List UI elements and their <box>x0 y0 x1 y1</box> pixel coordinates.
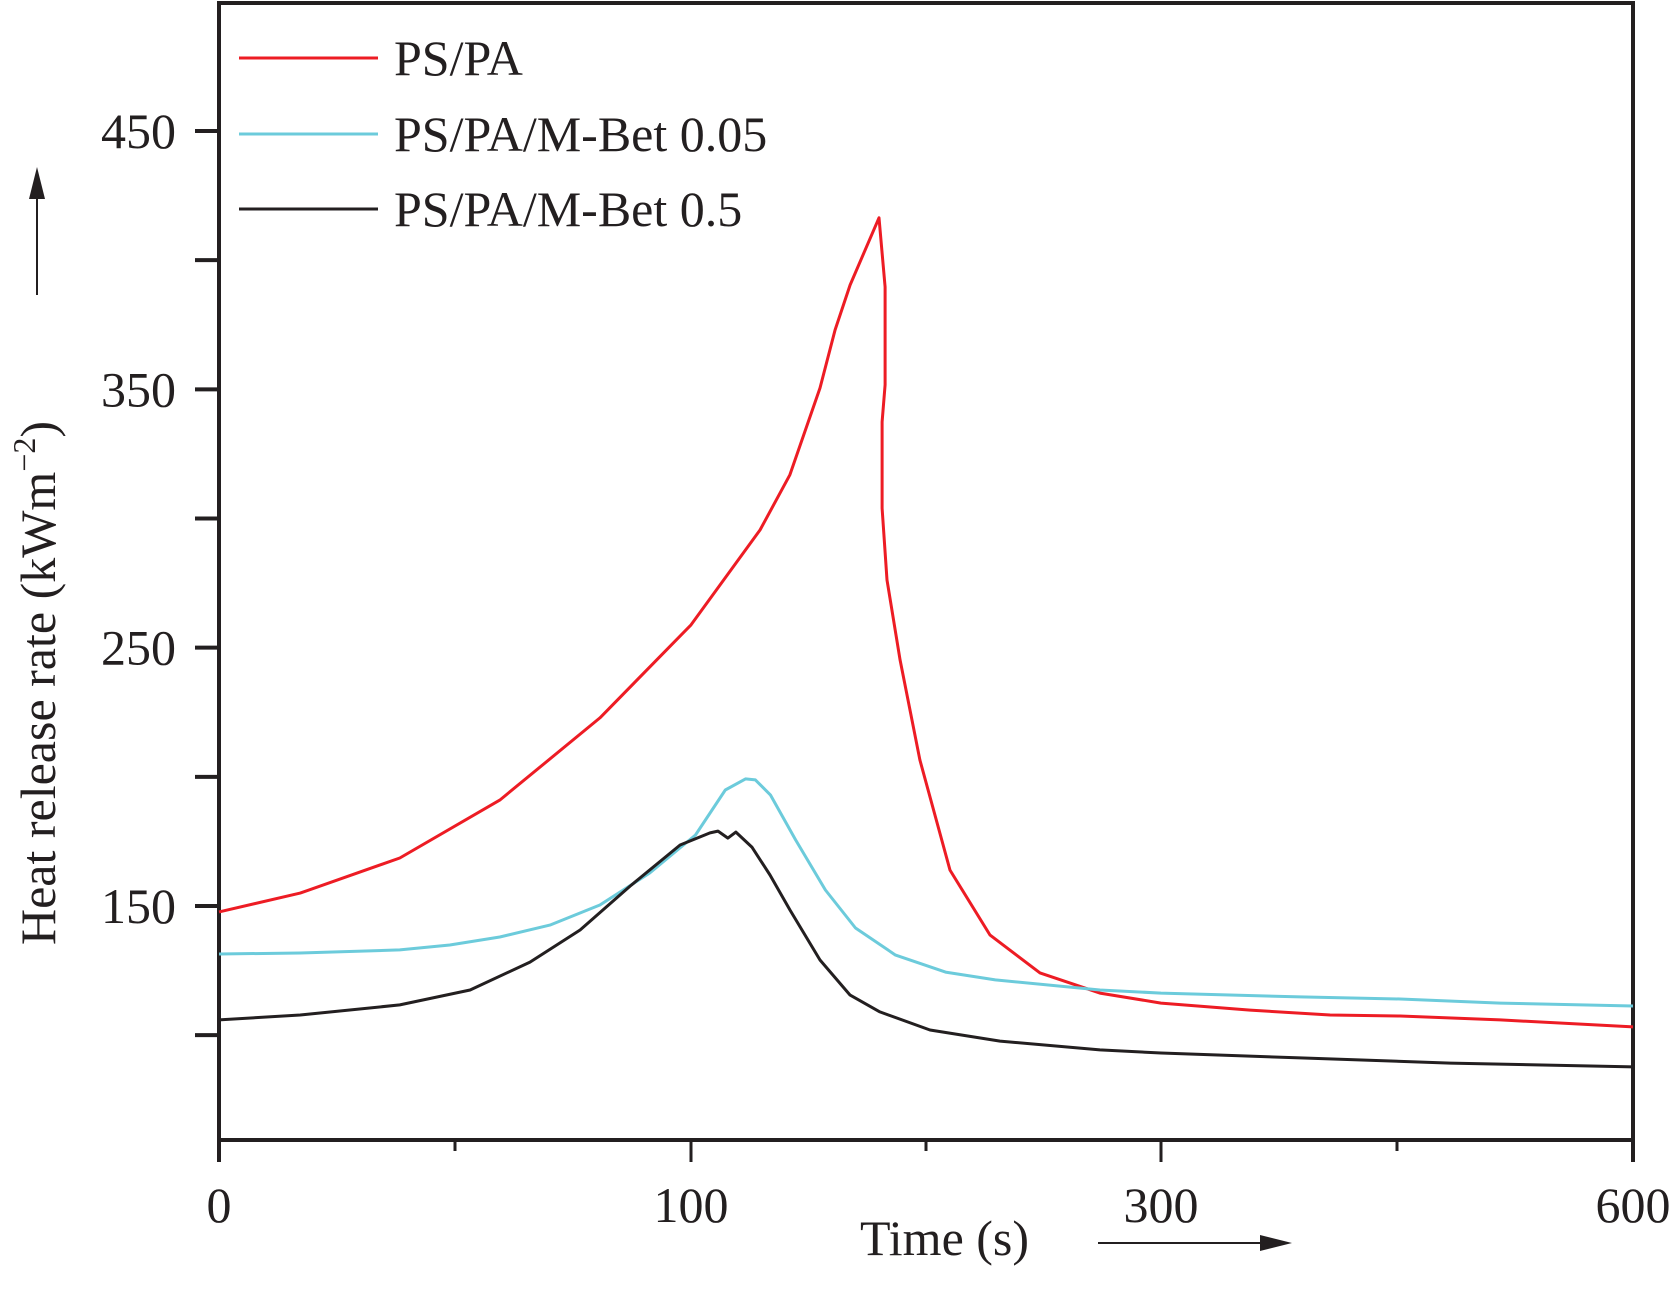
series-line-2 <box>218 777 1634 1008</box>
y-axis-title-superscript: −2 <box>6 438 42 472</box>
series-line-3 <box>218 829 1634 1069</box>
y-axis-title-group: Heat release rate (kWm−2) <box>6 167 66 945</box>
legend: PS/PA PS/PA/M-Bet 0.05 PS/PA/M-Bet 0.5 <box>239 30 767 237</box>
legend-label: PS/PA <box>394 30 523 86</box>
x-tick-label: 100 <box>654 1177 729 1233</box>
y-axis-title: Heat release rate (kWm−2) <box>6 421 66 945</box>
y-axis-arrow-head-icon <box>29 167 45 199</box>
x-axis-ticks <box>217 1140 1635 1162</box>
y-axis-title-close: ) <box>10 421 66 438</box>
series-lines <box>218 216 1634 1069</box>
x-tick-label: 300 <box>1124 1177 1199 1233</box>
x-axis-arrow-head-icon <box>1260 1235 1292 1251</box>
y-tick-label: 350 <box>101 361 176 417</box>
legend-label: PS/PA/M-Bet 0.05 <box>394 106 767 162</box>
legend-label: PS/PA/M-Bet 0.5 <box>394 181 742 237</box>
y-tick-label: 450 <box>101 103 176 159</box>
x-tick-label: 0 <box>207 1177 232 1233</box>
x-tick-label: 600 <box>1596 1177 1671 1233</box>
x-axis-title-group: Time (s) <box>860 1210 1292 1266</box>
x-axis-tick-labels: 0 100 300 600 <box>207 1177 1671 1233</box>
y-axis-title-main: Heat release rate (kWm <box>10 472 66 945</box>
series-line-1 <box>218 216 1634 1029</box>
y-tick-label: 250 <box>101 620 176 676</box>
y-tick-label: 150 <box>101 878 176 934</box>
x-axis-title: Time (s) <box>860 1210 1029 1266</box>
plot-frame <box>217 1 1635 1162</box>
y-axis-tick-labels: 150 250 350 450 <box>101 103 176 934</box>
y-axis-ticks <box>195 129 219 1038</box>
